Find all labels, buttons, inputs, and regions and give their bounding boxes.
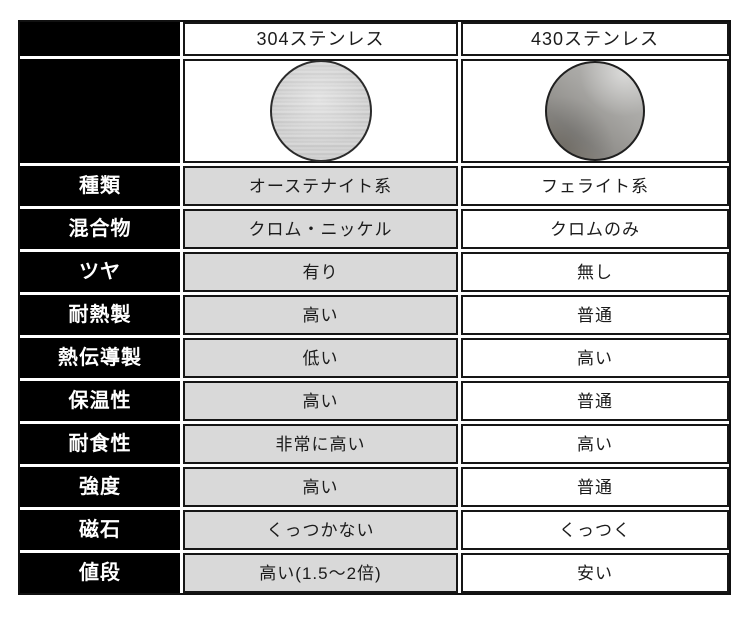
stainless-430-disc-image [545,61,645,161]
value-304-heat-resistance: 高い [183,295,458,335]
sample-image-cell-430 [461,59,729,163]
value-430-magnet: くっつく [461,510,729,550]
value-304-mixture: クロム・ニッケル [183,209,458,249]
row-label-corrosion-resistance: 耐食性 [20,424,180,464]
value-430-heat-resistance: 普通 [461,295,729,335]
corner-cell [20,22,180,56]
value-430-price: 安い [461,553,729,593]
row-label-mixture: 混合物 [20,209,180,249]
row-label-gloss: ツヤ [20,252,180,292]
value-304-thermal-conductivity: 低い [183,338,458,378]
comparison-table: 304ステンレス 430ステンレス 種類 オーステナイト系 フェライト系 混合物… [18,20,731,595]
value-304-price: 高い(1.5〜2倍) [183,553,458,593]
value-430-heat-retention: 普通 [461,381,729,421]
value-304-heat-retention: 高い [183,381,458,421]
row-label-type: 種類 [20,166,180,206]
value-430-mixture: クロムのみ [461,209,729,249]
sample-image-cell-304 [183,59,458,163]
image-row-label-cell [20,59,180,163]
row-label-thermal-conductivity: 熱伝導製 [20,338,180,378]
value-430-strength: 普通 [461,467,729,507]
column-header-304: 304ステンレス [183,22,458,56]
value-304-gloss: 有り [183,252,458,292]
row-label-strength: 強度 [20,467,180,507]
row-label-heat-resistance: 耐熱製 [20,295,180,335]
row-label-magnet: 磁石 [20,510,180,550]
column-header-430: 430ステンレス [461,22,729,56]
value-304-strength: 高い [183,467,458,507]
value-430-thermal-conductivity: 高い [461,338,729,378]
value-304-type: オーステナイト系 [183,166,458,206]
row-label-heat-retention: 保温性 [20,381,180,421]
value-304-magnet: くっつかない [183,510,458,550]
value-430-corrosion-resistance: 高い [461,424,729,464]
value-430-gloss: 無し [461,252,729,292]
value-430-type: フェライト系 [461,166,729,206]
value-304-corrosion-resistance: 非常に高い [183,424,458,464]
row-label-price: 値段 [20,553,180,593]
stainless-304-disc-image [269,60,372,162]
